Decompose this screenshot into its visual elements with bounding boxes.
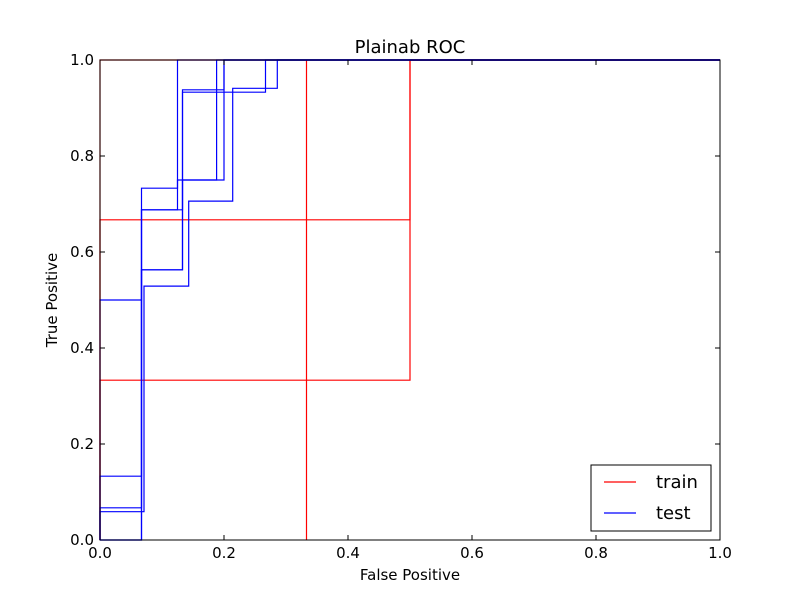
legend-label-test: test <box>656 503 691 524</box>
x-tick-label: 0.2 <box>212 544 236 562</box>
y-tick-label: 0.8 <box>70 147 94 165</box>
x-tick-label: 1.0 <box>708 544 732 562</box>
x-tick-label: 0.6 <box>460 544 484 562</box>
axis-ticks: 0.0 0.2 0.4 0.6 0.8 1.0 0.0 0.2 0.4 0.6 0.8 1.0 <box>70 51 732 562</box>
y-tick-label: 0.2 <box>70 435 94 453</box>
x-tick-label: 0.0 <box>88 544 112 562</box>
legend: train test <box>590 464 712 532</box>
x-tick-label: 0.4 <box>336 544 360 562</box>
legend-box <box>590 464 712 532</box>
x-tick-label: 0.8 <box>584 544 608 562</box>
test-roc-curve-2 <box>99 59 720 540</box>
test-roc-curve-6 <box>100 59 720 541</box>
y-tick-label: 0.0 <box>70 531 94 549</box>
plot-frame <box>99 59 721 541</box>
legend-label-train: train <box>656 472 698 493</box>
y-tick-label: 0.4 <box>70 339 94 357</box>
y-tick-label: 0.6 <box>70 243 94 261</box>
x-axis-title: False Positive <box>360 566 460 584</box>
y-tick-label: 1.0 <box>70 51 94 69</box>
chart-title: Plainab ROC <box>355 37 466 58</box>
y-axis-title: True Positive <box>43 253 61 348</box>
